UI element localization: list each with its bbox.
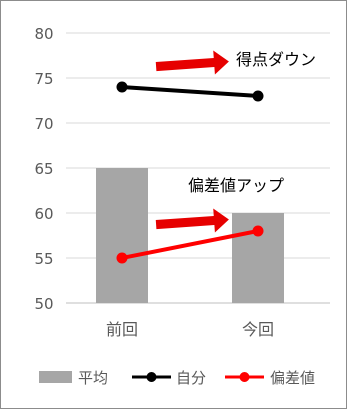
deviation-up-arrow	[155, 208, 229, 233]
y-tick-label: 65	[34, 160, 53, 178]
score-down-annotation: 得点ダウン	[236, 50, 316, 69]
deviation-up-arrow-shape	[155, 208, 229, 233]
deviation-line	[120, 229, 260, 260]
legend-self-label: 自分	[176, 369, 206, 387]
y-tick-label: 75	[34, 70, 53, 88]
avg-bar-1	[96, 168, 148, 303]
legend-deviation-label: 偏差値	[270, 369, 315, 387]
score-down-arrow-shape	[155, 50, 229, 75]
deviation-point-2	[252, 225, 264, 237]
deviation-up-annotation: 偏差値アップ	[188, 176, 284, 195]
y-tick-label: 80	[34, 25, 53, 43]
x-category-label-1: 前回	[106, 320, 138, 339]
y-tick-label: 50	[34, 295, 53, 313]
legend-self-marker	[146, 372, 157, 382]
self-score-line	[120, 85, 260, 98]
y-tick-label: 70	[34, 115, 53, 133]
legend-avg-swatch	[39, 371, 72, 383]
x-category-label-2: 今回	[242, 320, 274, 339]
y-tick-label: 55	[34, 250, 53, 268]
legend-deviation-marker	[239, 372, 250, 382]
score-down-arrow	[155, 50, 229, 75]
legend-avg-label: 平均	[78, 369, 108, 387]
deviation-point-1	[116, 252, 128, 264]
self-score-point-1	[116, 81, 128, 93]
self-score-point-2	[252, 90, 264, 102]
y-tick-label: 60	[34, 205, 53, 223]
